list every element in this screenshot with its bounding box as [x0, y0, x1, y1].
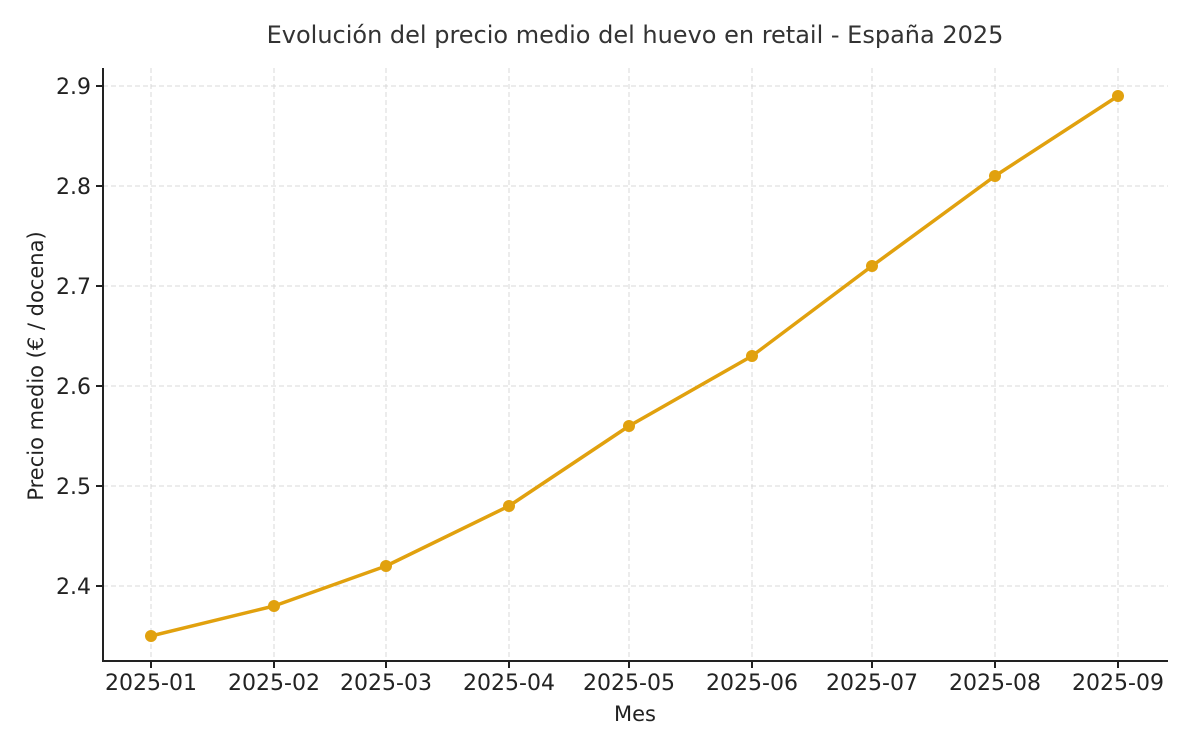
x-tick-label: 2025-06 [706, 671, 798, 696]
y-tick-label: 2.7 [56, 275, 91, 300]
data-point-marker [866, 260, 878, 272]
grid-lines [103, 68, 1168, 661]
data-point-marker [145, 630, 157, 642]
x-tick-label: 2025-05 [583, 671, 675, 696]
data-point-marker [380, 560, 392, 572]
series-line [150, 94, 1119, 638]
data-point-marker [503, 500, 515, 512]
data-point-marker [1112, 90, 1124, 102]
data-point-marker [268, 600, 280, 612]
x-tick-label: 2025-02 [228, 671, 320, 696]
y-axis-label: Precio medio (€ / docena) [24, 231, 48, 500]
data-point-marker [623, 420, 635, 432]
x-tick-label: 2025-08 [949, 671, 1041, 696]
x-tick-label: 2025-09 [1072, 671, 1164, 696]
y-tick-label: 2.6 [56, 375, 91, 400]
x-tick-label: 2025-01 [105, 671, 197, 696]
x-axis-label: Mes [614, 702, 656, 726]
x-tick-label: 2025-03 [340, 671, 432, 696]
series-precio-medio [145, 90, 1124, 642]
y-tick-label: 2.5 [56, 475, 91, 500]
x-tick-label: 2025-04 [463, 671, 555, 696]
chart-title: Evolución del precio medio del huevo en … [267, 21, 1004, 49]
x-tick-label: 2025-07 [826, 671, 918, 696]
y-axis-ticks: 2.4 2.5 2.6 2.7 2.8 2.9 [56, 75, 103, 600]
x-axis-ticks: 2025-01 2025-02 2025-03 2025-04 2025-05 2025-… [105, 661, 1164, 696]
y-tick-label: 2.4 [56, 575, 91, 600]
y-tick-label: 2.9 [56, 75, 91, 100]
y-tick-label: 2.8 [56, 175, 91, 200]
data-point-marker [989, 170, 1001, 182]
data-point-marker [746, 350, 758, 362]
